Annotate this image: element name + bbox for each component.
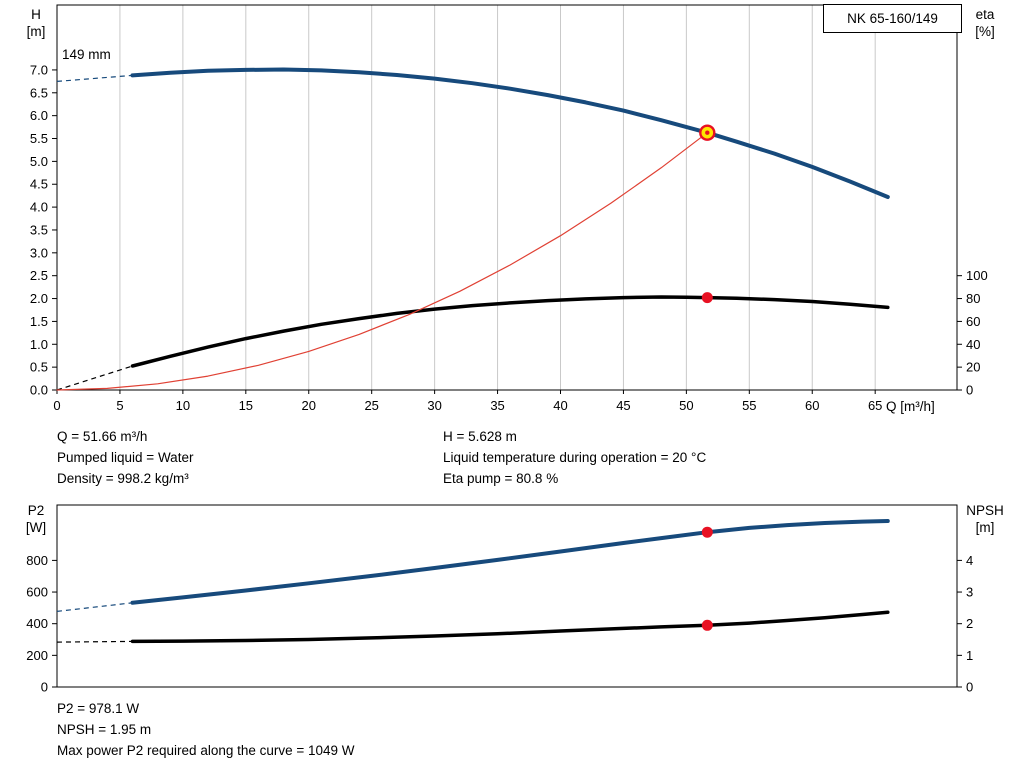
svg-text:5: 5 [116, 398, 123, 413]
eta-axis-label: eta [%] [962, 6, 1008, 40]
info-column-right: H = 5.628 m Liquid temperature during op… [443, 426, 706, 489]
svg-text:2: 2 [966, 616, 973, 631]
eta-axis-unit: [%] [975, 24, 995, 39]
svg-text:0: 0 [966, 680, 973, 695]
svg-text:100: 100 [966, 268, 988, 283]
efficiency-curve-lead [56, 365, 133, 391]
h-axis-symbol: H [31, 7, 41, 22]
svg-text:40: 40 [553, 398, 567, 413]
npsh-operating-point[interactable] [701, 619, 713, 631]
npsh-axis-unit: [m] [975, 520, 995, 535]
svg-text:4.0: 4.0 [30, 200, 48, 215]
svg-text:55: 55 [742, 398, 756, 413]
q-axis-label: Q [m³/h] [886, 399, 935, 414]
p2-axis-label: P2 [W] [18, 502, 54, 536]
duty-point-center [705, 130, 710, 135]
results-block: P2 = 978.1 W NPSH = 1.95 m Max power P2 … [57, 698, 355, 761]
svg-text:6.5: 6.5 [30, 85, 48, 100]
result-p2: P2 = 978.1 W [57, 701, 140, 716]
svg-text:3.0: 3.0 [30, 245, 48, 260]
pump-qh-curve [130, 67, 890, 199]
svg-text:4.5: 4.5 [30, 177, 48, 192]
eta-operating-point[interactable] [701, 292, 713, 304]
svg-text:600: 600 [26, 585, 48, 600]
svg-text:45: 45 [616, 398, 630, 413]
svg-text:1: 1 [966, 648, 973, 663]
qh-efficiency-chart: 0 5 10 15 20 25 30 35 40 45 50 55 60 65 0.0 0.5 1.0 1.5 2.… [30, 4, 988, 413]
pump-qh-curve-lead [56, 74, 133, 82]
qh-efficiency-chart-frame [56, 4, 958, 391]
svg-text:7.0: 7.0 [30, 62, 48, 77]
info-eta-pump: Eta pump = 80.8 % [443, 471, 559, 486]
info-head: H = 5.628 m [443, 429, 517, 444]
eta-axis-symbol: eta [975, 7, 995, 22]
svg-text:1.5: 1.5 [30, 314, 48, 329]
svg-text:35: 35 [490, 398, 504, 413]
svg-text:2.5: 2.5 [30, 268, 48, 283]
h-axis-label: H [m] [18, 6, 54, 40]
svg-text:10: 10 [176, 398, 190, 413]
svg-text:65: 65 [868, 398, 882, 413]
svg-text:200: 200 [26, 648, 48, 663]
svg-text:0.5: 0.5 [30, 360, 48, 375]
svg-text:6.0: 6.0 [30, 108, 48, 123]
duty-parabola [56, 132, 708, 391]
info-flow: Q = 51.66 m³/h [57, 429, 148, 444]
svg-text:20: 20 [302, 398, 316, 413]
info-liquid-temperature: Liquid temperature during operation = 20… [443, 450, 707, 465]
svg-text:0.0: 0.0 [30, 383, 48, 398]
info-column-left: Q = 51.66 m³/h Pumped liquid = Water Den… [57, 426, 193, 489]
npsh-axis-label: NPSH [m] [956, 502, 1014, 536]
svg-text:40: 40 [966, 337, 980, 352]
svg-text:800: 800 [26, 553, 48, 568]
npsh-curve [130, 610, 890, 644]
svg-text:4: 4 [966, 553, 973, 568]
npsh-axis-symbol: NPSH [966, 503, 1004, 518]
p2-curve-lead [56, 602, 133, 612]
svg-text:60: 60 [805, 398, 819, 413]
svg-text:3: 3 [966, 585, 973, 600]
svg-text:5.5: 5.5 [30, 131, 48, 146]
efficiency-curve [130, 295, 890, 368]
npsh-curve-lead [56, 640, 133, 643]
power-npsh-chart-frame [56, 504, 958, 688]
svg-text:3.5: 3.5 [30, 222, 48, 237]
svg-text:0: 0 [966, 383, 973, 398]
info-pumped-liquid: Pumped liquid = Water [57, 450, 194, 465]
svg-text:20: 20 [966, 360, 980, 375]
svg-text:1.0: 1.0 [30, 337, 48, 352]
svg-text:5.0: 5.0 [30, 154, 48, 169]
result-npsh: NPSH = 1.95 m [57, 722, 152, 737]
svg-text:60: 60 [966, 314, 980, 329]
impeller-size-label: 149 mm [62, 47, 111, 62]
p2-curve [130, 519, 890, 605]
svg-text:30: 30 [427, 398, 441, 413]
svg-text:0: 0 [41, 680, 48, 695]
svg-text:80: 80 [966, 291, 980, 306]
info-density: Density = 998.2 kg/m³ [57, 471, 189, 486]
svg-text:50: 50 [679, 398, 693, 413]
h-axis-unit: [m] [26, 24, 46, 39]
svg-text:0: 0 [53, 398, 60, 413]
svg-text:25: 25 [364, 398, 378, 413]
svg-text:400: 400 [26, 616, 48, 631]
svg-text:2.0: 2.0 [30, 291, 48, 306]
p2-axis-unit: [W] [25, 520, 47, 535]
power-npsh-chart: 0 200 400 600 800 0 1 2 3 4 [26, 504, 973, 695]
result-max-power: Max power P2 required along the curve = … [57, 743, 355, 758]
pump-model-badge: NK 65-160/149 [823, 4, 962, 33]
p2-operating-point[interactable] [701, 526, 713, 538]
p2-axis-symbol: P2 [27, 503, 45, 518]
svg-text:15: 15 [239, 398, 253, 413]
